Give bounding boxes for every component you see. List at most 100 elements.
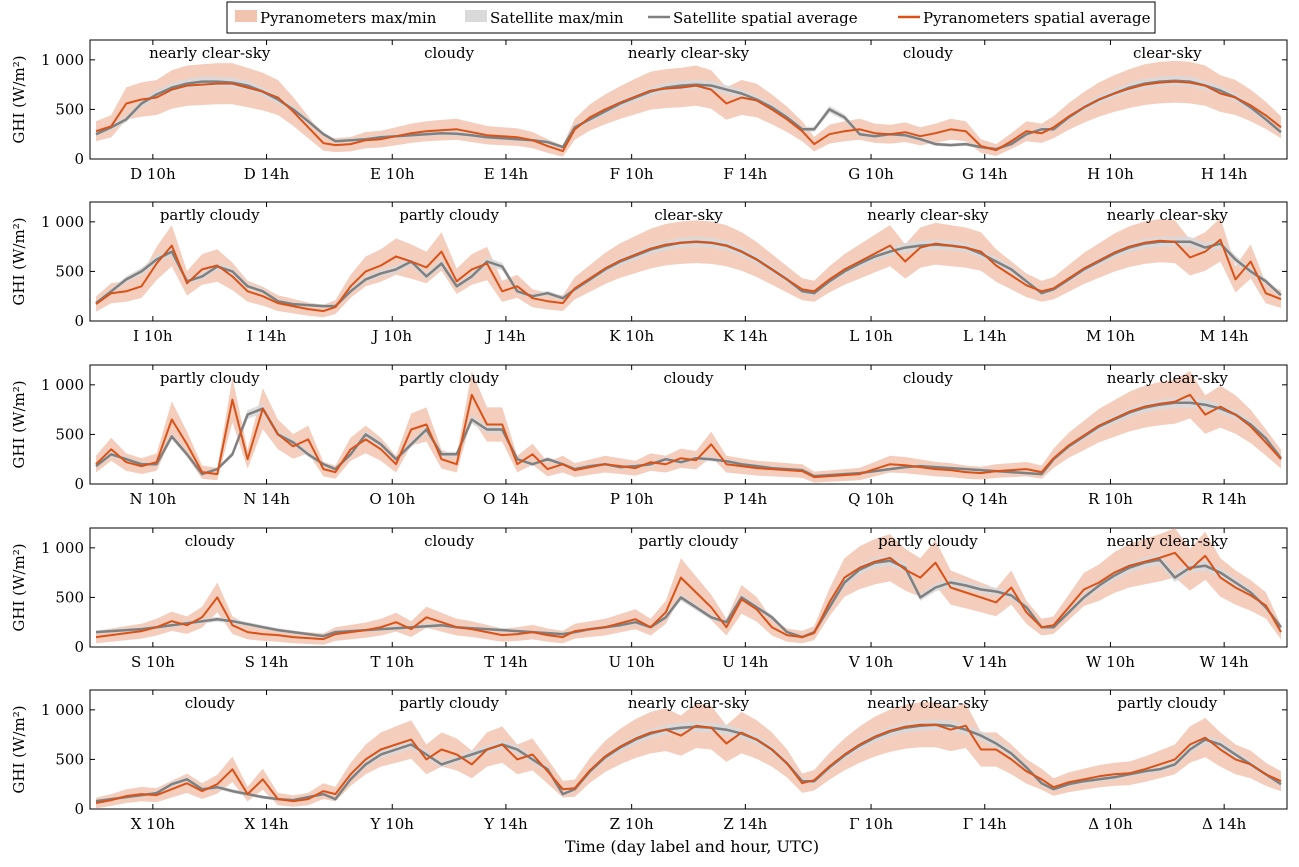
day-condition-label: cloudy <box>903 369 953 387</box>
x-tick-label: D 10h <box>130 165 176 183</box>
satellite-average-line <box>95 723 1282 803</box>
satellite-band <box>96 397 1281 478</box>
y-tick-label: 500 <box>55 425 84 443</box>
y-tick-label: 1 000 <box>41 51 84 69</box>
day-condition-label: partly cloudy <box>639 532 739 550</box>
day-condition-label: nearly clear-sky <box>867 206 989 224</box>
y-axis-label: GHI (W/m²) <box>10 55 28 143</box>
x-tick-label: T 14h <box>484 653 528 671</box>
x-tick-label: Y 14h <box>483 815 528 833</box>
panel-frame <box>89 39 1288 160</box>
x-tick-label: R 14h <box>1202 490 1247 508</box>
x-tick-label: J 14h <box>484 327 526 345</box>
y-tick-label: 1 000 <box>41 539 84 557</box>
x-tick-label: Z 10h <box>610 815 654 833</box>
pyranometer-band <box>96 702 1281 809</box>
x-tick-label: Γ 10h <box>849 815 893 833</box>
day-condition-label: partly cloudy <box>399 369 499 387</box>
x-tick-label: F 10h <box>610 165 654 183</box>
x-tick-label: J 10h <box>370 327 412 345</box>
x-tick-label: L 10h <box>849 327 893 345</box>
x-tick-label: K 14h <box>723 327 768 345</box>
y-tick-label: 0 <box>74 800 84 818</box>
x-tick-label: V 10h <box>848 653 894 671</box>
legend-label-2: Satellite spatial average <box>673 9 858 27</box>
panel-5: 0 500 1 000 GHI (W/m²) cloudy X 10h X 14h partl… <box>10 689 1288 833</box>
x-tick-label: M 14h <box>1200 327 1249 345</box>
panels: 0 500 1 000 GHI (W/m²) nearly clear-sky D 10h… <box>10 39 1288 833</box>
legend: Pyranometers max/min Satellite max/min Sat… <box>226 1 1156 34</box>
x-tick-label: L 14h <box>963 327 1007 345</box>
pyranometer-band <box>96 60 1281 157</box>
y-tick-label: 1 000 <box>41 213 84 231</box>
y-axis-label: GHI (W/m²) <box>10 543 28 631</box>
pyranometer-average-line <box>95 551 1282 641</box>
panel-3: 0 500 1 000 GHI (W/m²) partly cloudy N 10h N 1… <box>10 364 1288 508</box>
x-tick-label: Q 14h <box>962 490 1008 508</box>
legend-swatch-0 <box>235 10 257 22</box>
day-condition-label: clear-sky <box>1133 44 1202 62</box>
x-tick-label: N 10h <box>130 490 177 508</box>
y-axis-label: GHI (W/m²) <box>10 380 28 468</box>
x-tick-label: Y 10h <box>370 815 415 833</box>
y-tick-label: 500 <box>55 262 84 280</box>
x-tick-label: I 14h <box>247 327 287 345</box>
panel-4: 0 500 1 000 GHI (W/m²) cloudy S 10h S 14h cloud… <box>10 527 1288 671</box>
day-condition-label: cloudy <box>185 532 235 550</box>
day-condition-label: cloudy <box>424 532 474 550</box>
legend-label-1: Satellite max/min <box>490 9 624 27</box>
day-condition-label: partly cloudy <box>160 369 260 387</box>
x-tick-label: E 10h <box>370 165 415 183</box>
day-condition-label: partly cloudy <box>1117 694 1217 712</box>
x-tick-label: E 14h <box>484 165 529 183</box>
x-tick-label: Δ 14h <box>1202 815 1247 833</box>
pyranometer-band <box>96 217 1281 318</box>
x-tick-label: S 14h <box>245 653 289 671</box>
y-axis-label: GHI (W/m²) <box>10 705 28 793</box>
x-tick-label: H 10h <box>1087 165 1134 183</box>
legend-swatch-1 <box>465 10 487 22</box>
x-tick-label: O 10h <box>369 490 415 508</box>
x-tick-label: R 10h <box>1088 490 1133 508</box>
x-tick-label: O 14h <box>483 490 529 508</box>
x-tick-label: G 14h <box>962 165 1008 183</box>
x-tick-label: X 14h <box>244 815 289 833</box>
y-tick-label: 1 000 <box>41 701 84 719</box>
x-tick-label: Z 14h <box>723 815 767 833</box>
satellite-average-line <box>95 558 1282 639</box>
x-tick-label: N 14h <box>243 490 290 508</box>
y-tick-label: 500 <box>55 750 84 768</box>
x-tick-label: Δ 10h <box>1088 815 1133 833</box>
x-tick-label: T 10h <box>370 653 414 671</box>
panel-frame <box>89 689 1288 810</box>
y-tick-label: 1 000 <box>41 376 84 394</box>
pyranometer-average-line <box>95 238 1282 313</box>
x-tick-label: K 10h <box>609 327 654 345</box>
day-condition-label: cloudy <box>664 369 714 387</box>
y-tick-label: 500 <box>55 100 84 118</box>
x-tick-label: V 14h <box>962 653 1008 671</box>
y-tick-label: 500 <box>55 588 84 606</box>
day-condition-label: nearly clear-sky <box>628 694 750 712</box>
x-tick-label: H 14h <box>1201 165 1248 183</box>
x-tick-label: X 10h <box>131 815 176 833</box>
y-tick-label: 0 <box>74 312 84 330</box>
y-axis-label: GHI (W/m²) <box>10 217 28 305</box>
day-condition-label: nearly clear-sky <box>1107 206 1229 224</box>
day-condition-label: partly cloudy <box>878 532 978 550</box>
day-condition-label: partly cloudy <box>160 206 260 224</box>
x-tick-label: Γ 14h <box>963 815 1007 833</box>
day-condition-label: cloudy <box>424 44 474 62</box>
y-tick-label: 0 <box>74 150 84 168</box>
x-tick-label: U 14h <box>722 653 768 671</box>
day-condition-label: nearly clear-sky <box>1107 532 1229 550</box>
satellite-band <box>96 719 1281 803</box>
day-condition-label: nearly clear-sky <box>1107 369 1229 387</box>
day-condition-label: nearly clear-sky <box>149 44 271 62</box>
y-tick-label: 0 <box>74 475 84 493</box>
day-condition-label: cloudy <box>903 44 953 62</box>
legend-box <box>226 1 1156 34</box>
x-tick-label: U 10h <box>609 653 655 671</box>
